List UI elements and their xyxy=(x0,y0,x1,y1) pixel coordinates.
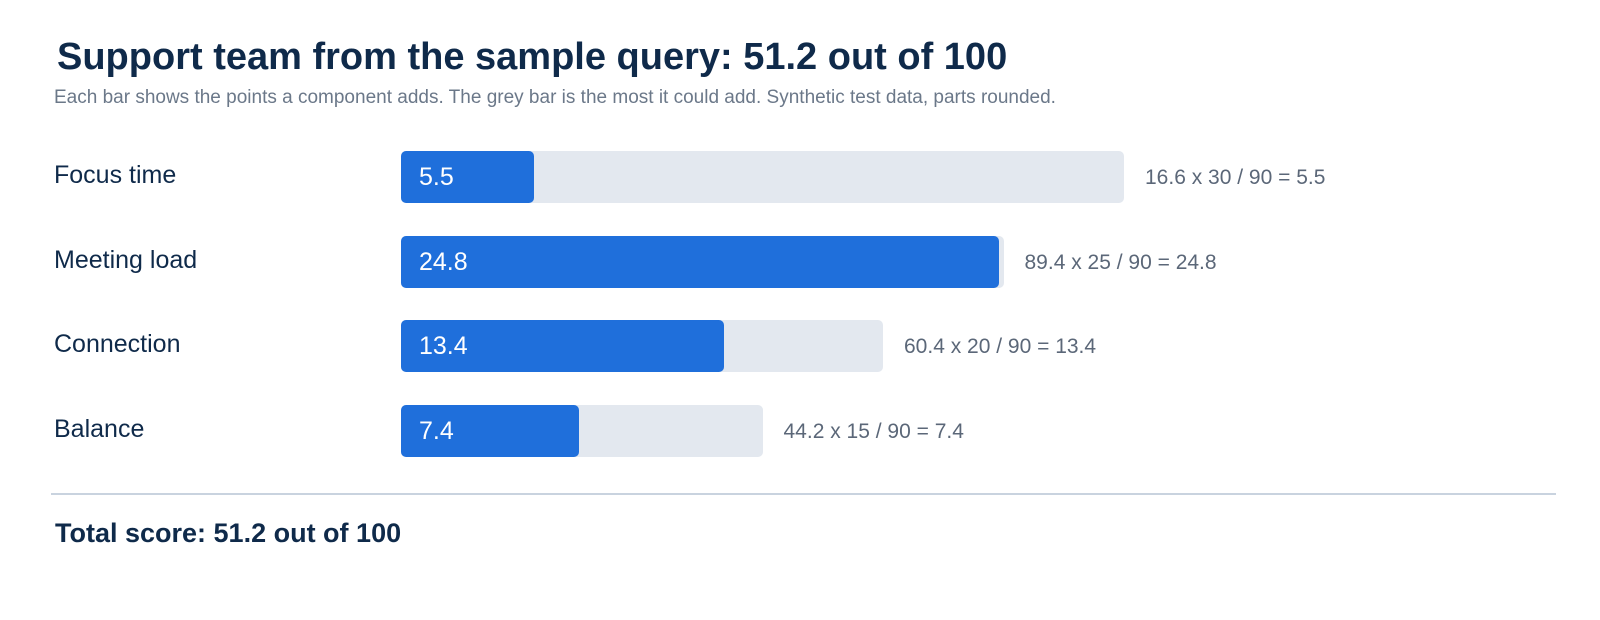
data-label: 24.8 xyxy=(419,248,468,276)
total-score: Total score: 51.2 out of 100 xyxy=(55,518,402,548)
data-label: 13.4 xyxy=(419,332,468,360)
value-bar: 24.8 xyxy=(401,236,999,288)
category-label: Meeting load xyxy=(54,246,198,274)
formula-label: 16.6 x 30 / 90 = 5.5 xyxy=(1145,166,1326,189)
max-bar: 24.8 xyxy=(401,236,1004,288)
formula-label: 89.4 x 25 / 90 = 24.8 xyxy=(1024,251,1217,274)
data-label: 7.4 xyxy=(419,417,454,445)
formula-label: 60.4 x 20 / 90 = 13.4 xyxy=(904,335,1097,358)
max-bar: 7.4 xyxy=(401,405,763,457)
value-bar: 5.5 xyxy=(401,151,534,203)
chart-title: Support team from the sample query: 51.2… xyxy=(57,36,1008,78)
category-label: Focus time xyxy=(54,161,177,189)
category-label: Connection xyxy=(54,330,181,358)
max-bar: 13.4 xyxy=(401,320,883,372)
max-bar: 5.5 xyxy=(401,151,1124,203)
divider xyxy=(51,493,1556,495)
chart-subtitle: Each bar shows the points a component ad… xyxy=(54,87,1056,108)
value-bar: 7.4 xyxy=(401,405,580,457)
category-label: Balance xyxy=(54,415,145,443)
value-bar: 13.4 xyxy=(401,320,724,372)
data-label: 5.5 xyxy=(419,163,454,191)
formula-label: 44.2 x 15 / 90 = 7.4 xyxy=(783,420,964,443)
